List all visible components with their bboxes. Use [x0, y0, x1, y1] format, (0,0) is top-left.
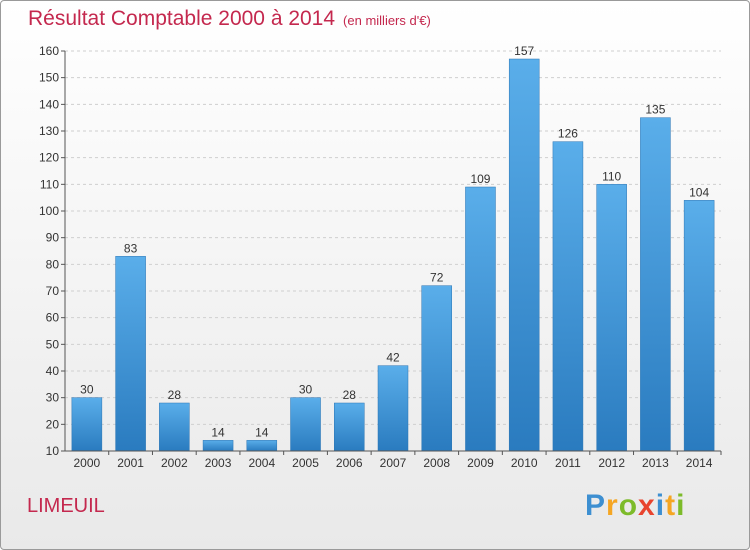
- y-tick-label: 140: [39, 97, 59, 111]
- bar: [465, 186, 496, 452]
- x-tick-label: 2010: [511, 456, 538, 470]
- chart-title-text: Résultat Comptable 2000 à 2014: [28, 7, 336, 30]
- x-tick-label: 2005: [292, 456, 319, 470]
- bar-value-label: 14: [211, 425, 225, 439]
- proxiti-logo: Proxiti: [585, 489, 685, 523]
- logo-letter: t: [665, 489, 677, 522]
- bar: [683, 200, 715, 452]
- bar: [508, 58, 540, 452]
- y-tick-label: 70: [46, 284, 60, 298]
- bar: [115, 256, 146, 452]
- y-tick-label: 80: [46, 257, 60, 271]
- x-tick-label: 2013: [642, 456, 669, 470]
- y-tick-label: 20: [46, 417, 60, 431]
- bar: [71, 397, 103, 452]
- y-tick-label: 100: [39, 204, 59, 218]
- bar: [377, 365, 409, 452]
- bar: [246, 440, 278, 452]
- bar: [552, 141, 584, 452]
- chart-subtitle: (en milliers d'€): [343, 13, 431, 28]
- x-tick-label: 2003: [205, 456, 232, 470]
- x-tick-label: 2011: [555, 456, 581, 470]
- x-tick-label: 2014: [686, 456, 713, 470]
- bar-value-label: 157: [514, 44, 534, 58]
- x-tick-label: 2012: [598, 456, 625, 470]
- logo-letter: x: [638, 489, 656, 522]
- y-tick-label: 40: [46, 364, 60, 378]
- bar: [640, 117, 671, 452]
- y-tick-label: 150: [39, 71, 59, 85]
- y-tick-label: 160: [39, 44, 59, 58]
- chart-title: Résultat Comptable 2000 à 2014 (en millie…: [28, 7, 431, 31]
- bar-value-label: 83: [124, 241, 138, 255]
- y-tick-label: 10: [46, 444, 60, 458]
- bar-value-label: 42: [386, 351, 400, 365]
- bar: [159, 402, 190, 452]
- bar-value-label: 30: [80, 383, 94, 397]
- x-tick-label: 2007: [380, 456, 407, 470]
- bar-value-label: 104: [689, 185, 709, 199]
- bar-value-label: 110: [602, 169, 621, 183]
- bar: [421, 285, 452, 452]
- logo-letter: r: [606, 489, 619, 522]
- y-tick-label: 60: [46, 311, 60, 325]
- bar-value-label: 135: [645, 103, 665, 117]
- y-tick-label: 120: [39, 151, 59, 165]
- y-tick-label: 50: [46, 337, 60, 351]
- bar: [596, 184, 627, 452]
- bar-value-label: 72: [430, 271, 444, 285]
- y-tick-label: 130: [39, 124, 59, 138]
- x-tick-label: 2004: [248, 456, 275, 470]
- bar-chart: 30 83 28 14 14 30 28 42 72 109 157 126 110 135 104 10 2…: [39, 44, 722, 470]
- bar-value-label: 30: [299, 383, 313, 397]
- bar-value-label: 109: [470, 172, 490, 186]
- bar-value-label: 28: [168, 388, 182, 402]
- logo-letter: i: [676, 489, 686, 522]
- y-tick-label: 90: [46, 231, 60, 245]
- x-tick-label: 2006: [336, 456, 363, 470]
- bar-value-label: 14: [255, 425, 269, 439]
- bar: [202, 440, 234, 452]
- bar-value-label: 28: [343, 388, 357, 402]
- y-tick-label: 110: [40, 177, 59, 191]
- x-tick-label: 2000: [74, 456, 101, 470]
- location-label: LIMEUIL: [27, 495, 105, 517]
- x-tick-label: 2001: [117, 456, 144, 470]
- logo-letter: o: [618, 489, 639, 522]
- y-tick-label: 30: [46, 391, 60, 405]
- x-tick-label: 2009: [467, 456, 494, 470]
- x-tick-label: 2008: [423, 456, 450, 470]
- logo-letter: i: [655, 489, 666, 522]
- bar-value-label: 126: [558, 127, 578, 141]
- logo-letter: P: [585, 489, 607, 522]
- bar: [290, 397, 321, 452]
- x-tick-label: 2002: [161, 456, 188, 470]
- bar: [334, 402, 365, 452]
